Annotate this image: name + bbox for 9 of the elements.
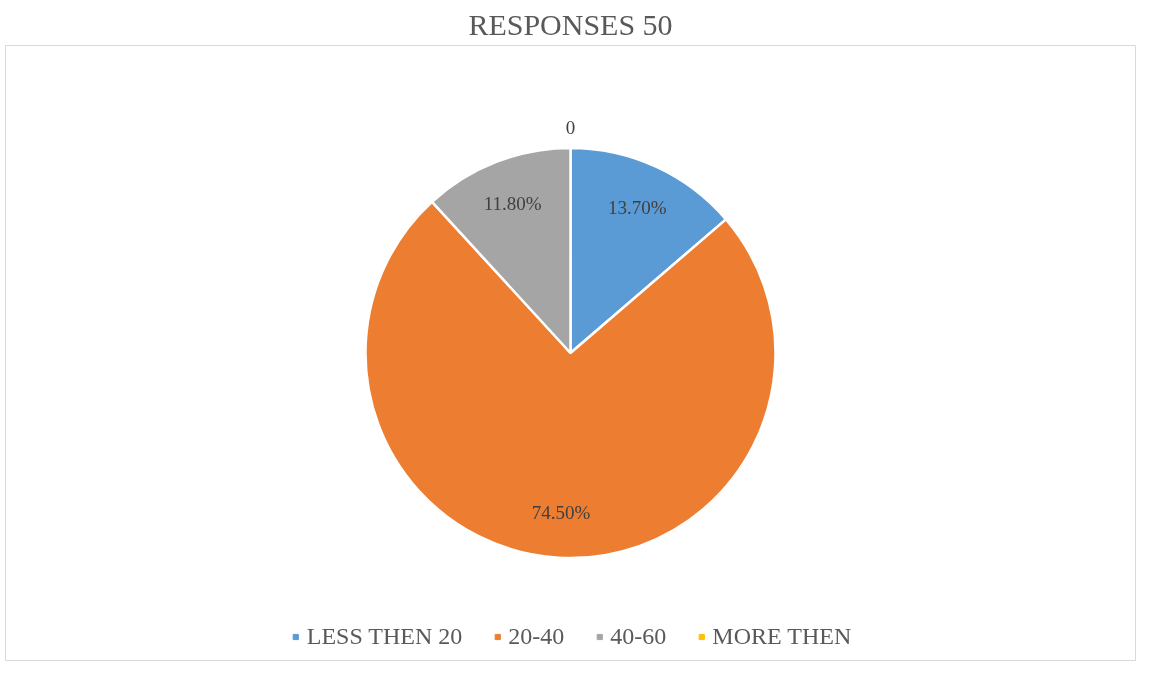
legend-label: MORE THEN [712, 623, 852, 650]
legend-label: 40-60 [610, 623, 667, 650]
legend-label: 20-40 [508, 623, 565, 650]
data-label: 11.80% [483, 193, 542, 215]
chart-title: RESPONSES 50 [468, 7, 673, 41]
data-label: 13.70% [607, 197, 667, 219]
text: 0 [565, 117, 576, 138]
legend-label: LESS THEN 20 [306, 623, 463, 650]
data-label: 74.50% [531, 502, 591, 524]
